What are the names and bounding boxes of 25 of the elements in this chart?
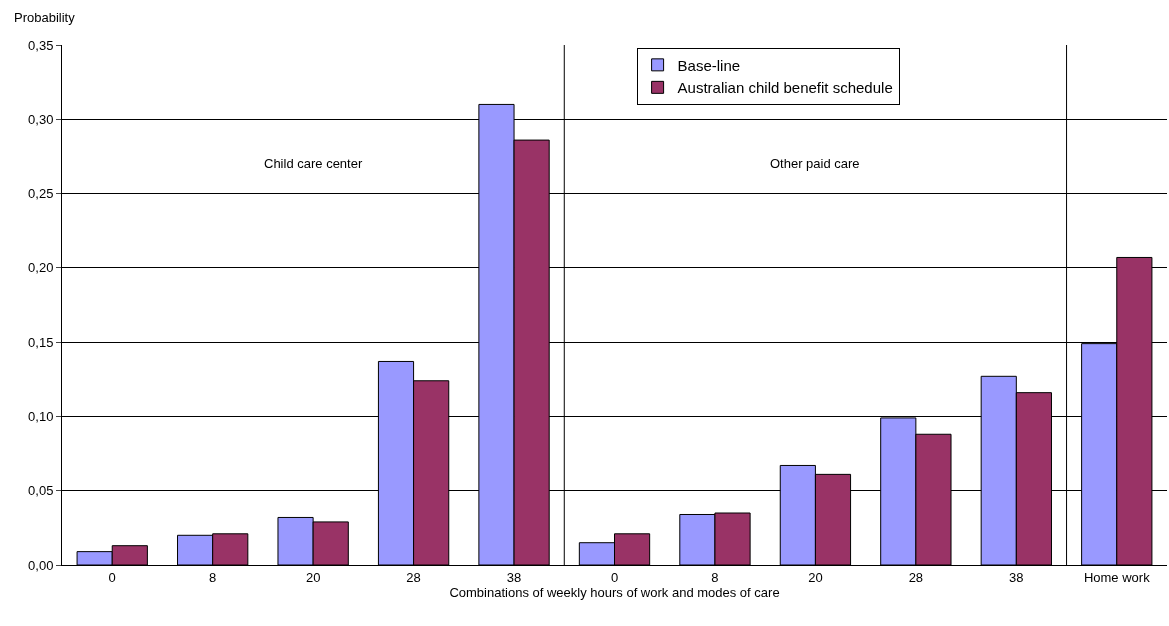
legend-label: Base-line [677,56,741,74]
legend-label: Australian child benefit schedule [677,79,893,97]
y-tick-label: 0,15 [28,334,54,350]
y-tick-label: 0,30 [28,111,54,127]
y-tick-label: 0,05 [28,483,54,499]
annotation: Child care center [264,156,363,171]
x-tick-label: 38 [506,569,522,585]
x-tick-label: 0 [610,569,619,585]
x-tick-label: 20 [808,569,823,585]
x-tick-label: 28 [908,569,924,585]
x-tick-label: 0 [108,569,116,585]
x-tick-label: 8 [209,569,217,585]
y-axis-title: Probability [14,10,76,25]
x-tick-label: Home work [1083,569,1151,585]
x-tick-label: 8 [711,569,719,585]
y-tick-label: 0,35 [28,37,54,53]
annotation: Other paid care [770,156,860,171]
x-axis-title: Combinations of weekly hours of work and modes of care [449,585,780,601]
y-tick-label: 0,20 [28,260,54,276]
x-tick-label: 38 [1009,569,1024,585]
y-tick-label: 0,00 [28,557,54,573]
y-tick-label: 0,10 [28,408,54,424]
x-tick-label: 20 [305,569,321,585]
y-tick-label: 0,25 [28,186,54,202]
x-tick-label: 28 [406,569,421,585]
